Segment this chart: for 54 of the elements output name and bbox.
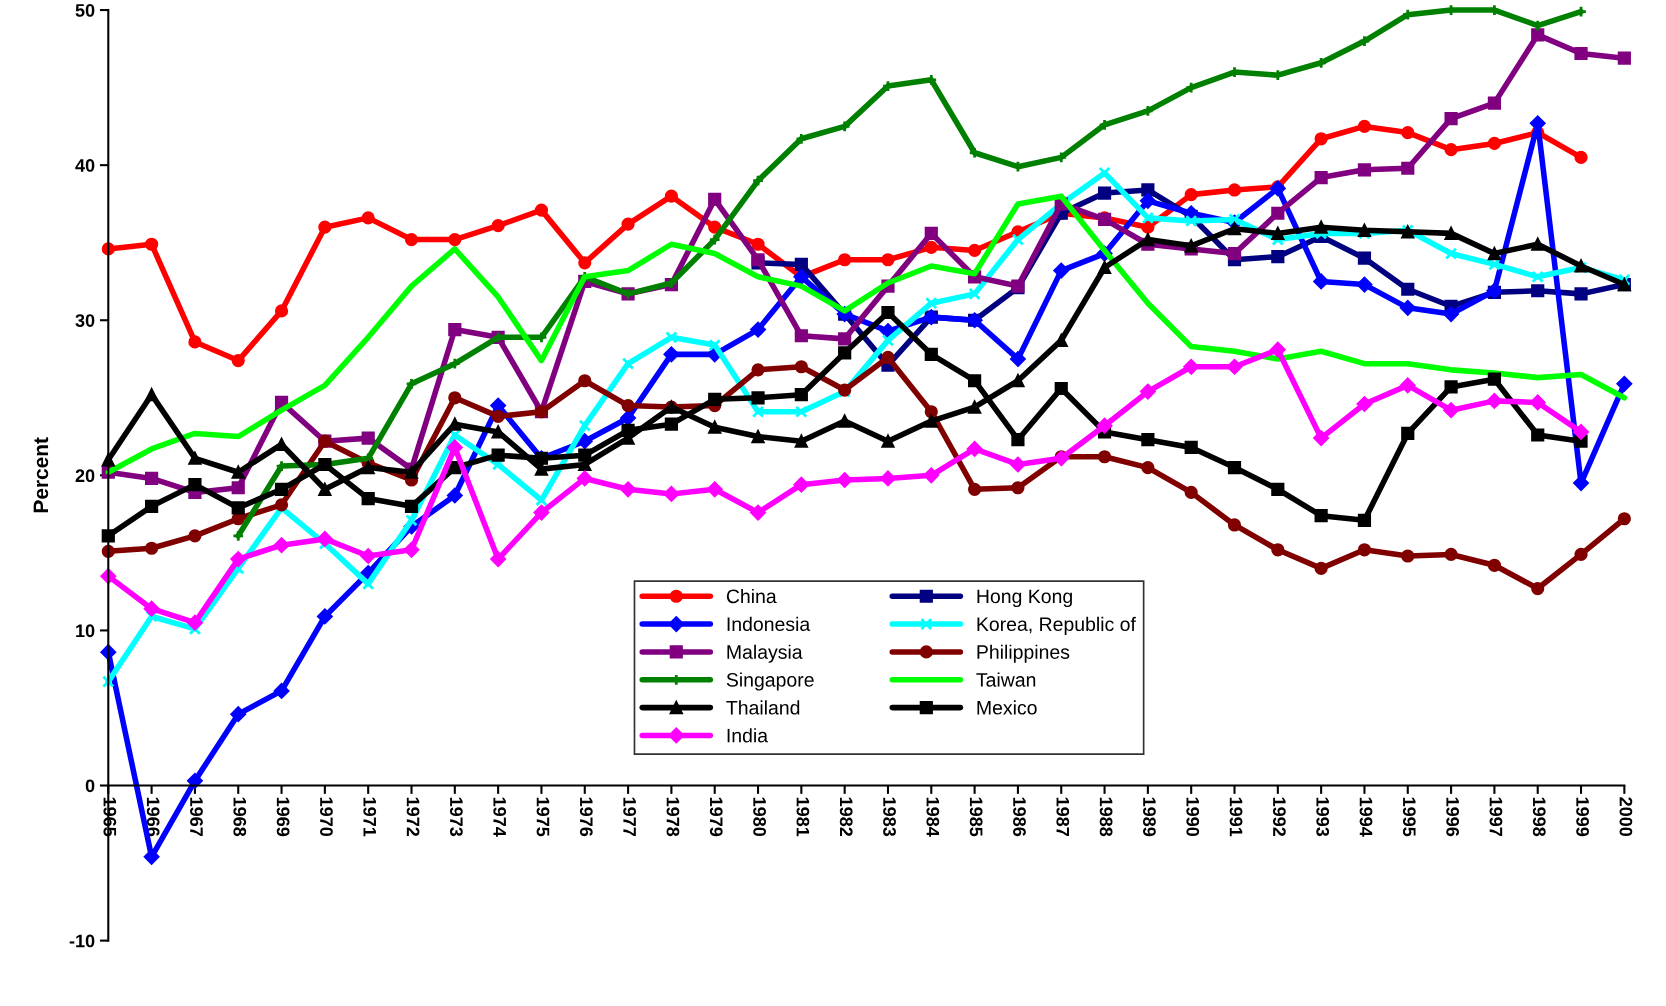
x-tick-label: 1988 — [1099, 797, 1113, 837]
x-tick-label: 2000 — [1619, 797, 1633, 837]
legend-label: Mexico — [977, 700, 1037, 715]
x-tick-label: 1978 — [666, 797, 680, 837]
x-tick-label: 1982 — [839, 797, 853, 837]
y-tick-label: 40 — [75, 159, 95, 172]
y-tick-label: 0 — [85, 779, 95, 793]
legend-label: Philippines — [977, 644, 1070, 663]
x-tick-label: 1974 — [493, 797, 507, 837]
x-tick-label: 1975 — [536, 797, 550, 837]
y-tick-label: 20 — [75, 469, 95, 483]
x-tick-label: 1997 — [1489, 797, 1503, 836]
x-tick-label: 1985 — [969, 797, 983, 837]
y-axis-title: Percent — [33, 437, 49, 513]
x-tick-label: 1999 — [1576, 797, 1589, 837]
x-tick-label: 1966 — [146, 797, 160, 837]
x-tick-label: 1998 — [1532, 797, 1546, 837]
x-tick-label: 1980 — [753, 797, 766, 837]
y-tick-label: 30 — [75, 314, 95, 327]
x-tick-label: 1984 — [926, 797, 940, 837]
legend-label: Taiwan — [976, 672, 1036, 687]
legend-label: China — [726, 588, 777, 604]
legend-label: Thailand — [726, 700, 800, 715]
legend-label: Hong Kong — [977, 589, 1072, 608]
y-tick-label: -10 — [69, 934, 95, 948]
legend-label: Singapore — [726, 672, 814, 691]
x-tick-label: 1979 — [709, 797, 723, 837]
legend-label: Indonesia — [727, 616, 811, 632]
y-tick-label: 10 — [76, 624, 95, 638]
x-tick-label: 1972 — [406, 797, 420, 837]
x-tick-label: 1992 — [1272, 797, 1286, 837]
x-tick-label: 1969 — [276, 797, 290, 837]
x-tick-label: 1993 — [1316, 797, 1330, 837]
x-tick-label: 1967 — [190, 797, 203, 836]
x-tick-label: 1977 — [623, 797, 637, 836]
x-tick-label: 1996 — [1446, 797, 1460, 837]
x-tick-label: 1976 — [579, 797, 593, 837]
x-tick-label: 1968 — [233, 797, 247, 837]
legend-label: Malaysia — [727, 644, 803, 663]
x-tick-label: 1990 — [1186, 797, 1200, 837]
y-tick-label: 50 — [75, 3, 95, 17]
x-tick-label: 1970 — [320, 797, 333, 837]
x-tick-label: 1983 — [883, 797, 896, 837]
x-tick-label: 1989 — [1143, 797, 1156, 837]
x-tick-label: 1987 — [1056, 797, 1070, 836]
x-tick-label: 1981 — [796, 797, 810, 837]
x-tick-label: 1994 — [1359, 797, 1373, 837]
x-tick-label: 1995 — [1402, 797, 1416, 837]
legend-label: India — [727, 728, 769, 743]
x-tick-label: 1986 — [1013, 797, 1026, 837]
x-tick-label: 1971 — [363, 797, 377, 837]
legend-label: Korea, Republic of — [977, 616, 1136, 635]
x-tick-label: 1973 — [449, 797, 463, 837]
x-tick-label: 1991 — [1229, 797, 1243, 837]
